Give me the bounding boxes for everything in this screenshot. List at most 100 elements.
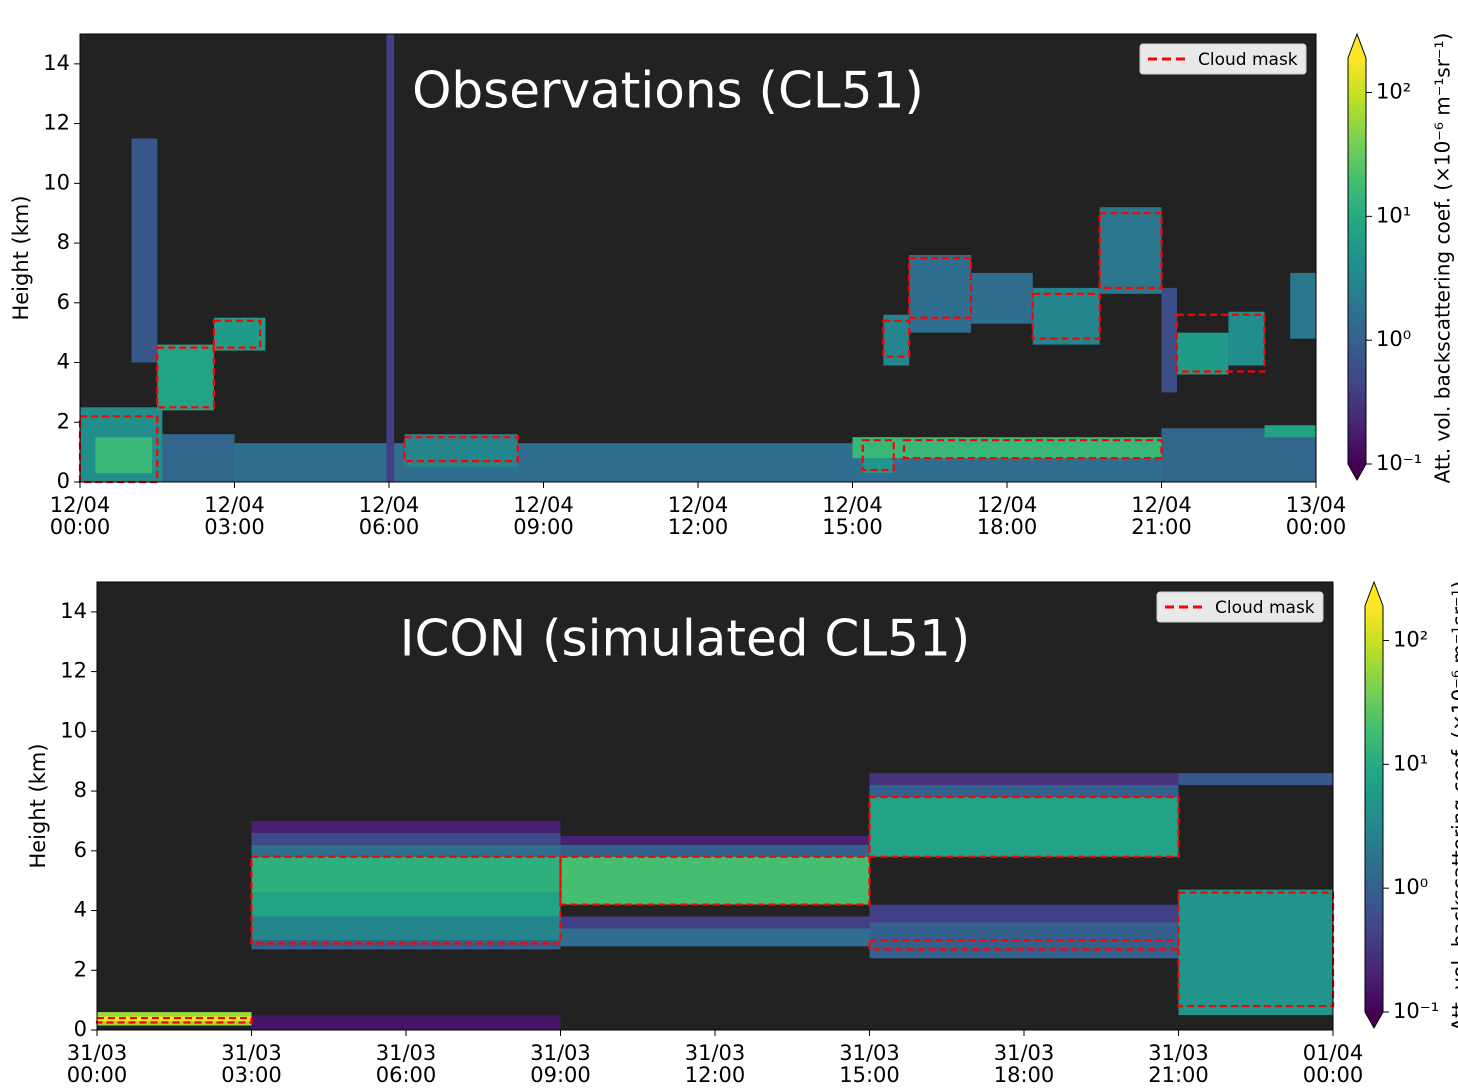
colorbar-segment xyxy=(1348,118,1366,125)
colorbar-label: Att. vol. backscattering coef. (×10⁻⁶ m⁻… xyxy=(1448,581,1458,1032)
heatmap-cell xyxy=(1099,207,1162,294)
colorbar-extend-bottom xyxy=(1348,464,1366,480)
colorbar-segment xyxy=(1348,210,1366,216)
cloud-mask xyxy=(212,319,262,349)
colorbar-segment xyxy=(1348,453,1366,460)
colorbar-segment xyxy=(1365,809,1383,815)
heatmap-cell xyxy=(1228,311,1265,366)
colorbar-segment xyxy=(1348,78,1366,84)
heatmap-cell xyxy=(1264,425,1316,438)
colorbar-segment xyxy=(1365,839,1383,846)
colorbar-segment xyxy=(1348,220,1366,227)
colorbar-segment xyxy=(1348,332,1366,338)
x-tick-label: 31/03 00:00 xyxy=(67,1041,128,1087)
colorbar-segment xyxy=(1348,372,1366,379)
colorbar-segment xyxy=(1365,682,1383,688)
colorbar-segment xyxy=(1348,433,1366,440)
cloud-mask xyxy=(1098,212,1163,289)
heatmap-cell xyxy=(95,437,153,474)
heatmap-cell xyxy=(1178,773,1333,786)
colorbar-segment xyxy=(1348,73,1366,79)
colorbar-segment xyxy=(1365,956,1383,962)
colorbar-segment xyxy=(1365,900,1383,907)
colorbar-segment xyxy=(1348,347,1366,353)
colorbar-segment xyxy=(1365,925,1383,932)
colorbar-segment xyxy=(1348,382,1366,389)
colorbar-segment xyxy=(1365,727,1383,734)
colorbar-segment xyxy=(1348,250,1366,257)
y-tick-label: 8 xyxy=(57,230,70,254)
colorbar-segment xyxy=(1365,890,1383,896)
colorbar-segment xyxy=(1365,611,1383,617)
colorbar-segment xyxy=(1348,240,1366,247)
colorbar-segment xyxy=(1365,743,1383,749)
y-tick-label: 4 xyxy=(74,898,87,922)
colorbar-segment xyxy=(1365,814,1383,820)
colorbar-segment xyxy=(1365,1006,1383,1013)
x-tick-label: 31/03 03:00 xyxy=(221,1041,282,1087)
colorbar-segment xyxy=(1365,920,1383,927)
y-tick-label: 10 xyxy=(43,170,70,194)
heatmap-cell xyxy=(970,272,1033,324)
colorbar-segment xyxy=(1365,991,1383,998)
cloud-mask xyxy=(868,939,1180,951)
colorbar-segment xyxy=(1348,261,1366,267)
colorbar-label: Att. vol. backscattering coef. (×10⁻⁶ m⁻… xyxy=(1431,33,1455,484)
colorbar-segment xyxy=(1348,235,1366,242)
heatmap-cell xyxy=(869,773,1179,786)
heatmap-cell xyxy=(560,856,870,905)
colorbar-segment xyxy=(1348,398,1366,404)
heatmap-cell xyxy=(560,928,870,947)
x-tick-label: 12/04 06:00 xyxy=(359,493,420,539)
heatmap-cell xyxy=(1161,287,1177,393)
colorbar-segment xyxy=(1348,58,1366,64)
colorbar-segment xyxy=(1348,403,1366,409)
colorbar-segment xyxy=(1348,281,1366,287)
colorbar-segment xyxy=(1348,311,1366,318)
colorbar-segment xyxy=(1348,357,1366,364)
colorbar-segment xyxy=(1348,98,1366,105)
colorbar-segment xyxy=(1365,849,1383,856)
heatmap-cell xyxy=(251,844,561,857)
colorbar-segment xyxy=(1365,946,1383,952)
colorbar-segment xyxy=(1365,661,1383,668)
heatmap-cell xyxy=(1032,287,1100,345)
heatmap-cell xyxy=(869,797,1179,857)
heatmap-cell xyxy=(251,1015,561,1030)
cloud-mask xyxy=(908,256,973,319)
heatmap-cell xyxy=(162,434,235,482)
colorbar-segment xyxy=(1365,671,1383,678)
colorbar-tick-label: 10⁻¹ xyxy=(1376,451,1422,475)
colorbar-segment xyxy=(1348,68,1366,74)
colorbar-segment xyxy=(1365,803,1383,810)
colorbar-segment xyxy=(1348,113,1366,120)
colorbar-tick-label: 10⁻¹ xyxy=(1393,999,1439,1023)
colorbar-segment xyxy=(1348,255,1366,262)
chart-title: ICON (simulated CL51) xyxy=(400,610,971,668)
colorbar-segment xyxy=(1348,184,1366,191)
colorbar-segment xyxy=(1348,448,1366,455)
y-tick-label: 0 xyxy=(74,1017,87,1041)
colorbar-tick-label: 10⁰ xyxy=(1393,875,1428,899)
colorbar-segment xyxy=(1365,687,1383,693)
x-tick-label: 31/03 09:00 xyxy=(530,1041,591,1087)
colorbar-segment xyxy=(1348,296,1366,303)
cloud-mask xyxy=(882,319,911,358)
colorbar-tick-label: 10¹ xyxy=(1393,751,1428,775)
colorbar-tick-label: 10² xyxy=(1376,80,1411,104)
colorbar-segment xyxy=(1348,129,1366,135)
colorbar-segment xyxy=(1348,377,1366,384)
colorbar-segment xyxy=(1365,951,1383,957)
colorbar-segment xyxy=(1365,915,1383,922)
colorbar-segment xyxy=(1348,108,1366,115)
cloud-mask xyxy=(902,439,1163,460)
y-tick-label: 14 xyxy=(43,51,70,75)
colorbar-segment xyxy=(1365,646,1383,653)
heatmap-cell xyxy=(1176,332,1229,375)
colorbar-tick-label: 10¹ xyxy=(1376,203,1411,227)
colorbar-segment xyxy=(1365,854,1383,861)
colorbar-segment xyxy=(1365,788,1383,795)
heatmap-cell xyxy=(869,785,1179,798)
x-tick-label: 31/03 21:00 xyxy=(1148,1041,1209,1087)
